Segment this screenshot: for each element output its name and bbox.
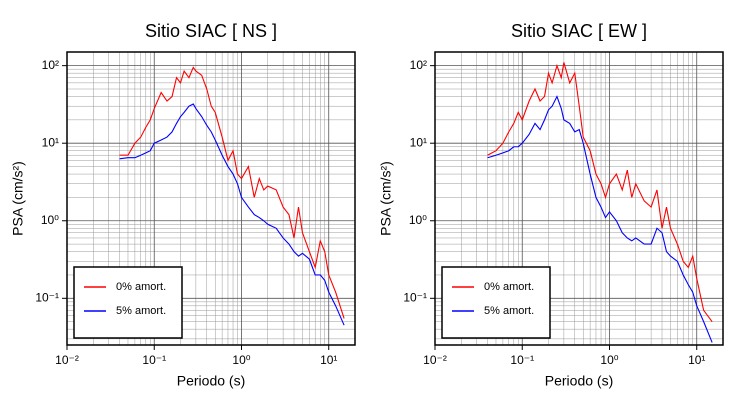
y-tick-label: 10⁰ [41,213,59,227]
y-tick-label: 10¹ [42,135,59,149]
x-tick-label: 10¹ [320,353,337,367]
legend-label: 5% amort. [116,305,166,317]
y-axis-label: PSA (cm/s²) [378,161,394,236]
x-tick-label: 10⁻¹ [142,353,166,367]
series-line [487,95,713,343]
y-tick-label: 10² [42,58,59,72]
y-tick-label: 10² [410,58,427,72]
legend-box [441,266,551,339]
y-axis-label: PSA (cm/s²) [10,161,26,236]
series-line [119,103,345,326]
x-tick-label: 10⁰ [600,353,618,367]
legend-label: 0% amort. [484,281,534,293]
x-tick-label: 10⁰ [232,353,250,367]
x-tick-label: 10⁻² [55,353,79,367]
plot-frame [66,51,356,346]
y-tick-label: 10¹ [410,135,427,149]
y-tick-label: 10⁻¹ [35,290,59,304]
series-line [487,62,713,322]
legend-box [73,266,183,339]
x-axis-label: Periodo (s) [545,373,613,389]
x-tick-label: 10⁻² [423,353,447,367]
x-tick-label: 10¹ [688,353,705,367]
legend-label: 0% amort. [116,281,166,293]
x-axis-label: Periodo (s) [177,373,245,389]
chart-title: Sitio SIAC [ NS ] [145,21,277,41]
plot-frame [434,51,724,346]
legend-label: 5% amort. [484,305,534,317]
y-tick-label: 10⁰ [409,213,427,227]
series-line [119,66,345,319]
y-tick-label: 10⁻¹ [403,290,427,304]
chart-title: Sitio SIAC [ EW ] [511,21,647,41]
x-tick-label: 10⁻¹ [510,353,534,367]
